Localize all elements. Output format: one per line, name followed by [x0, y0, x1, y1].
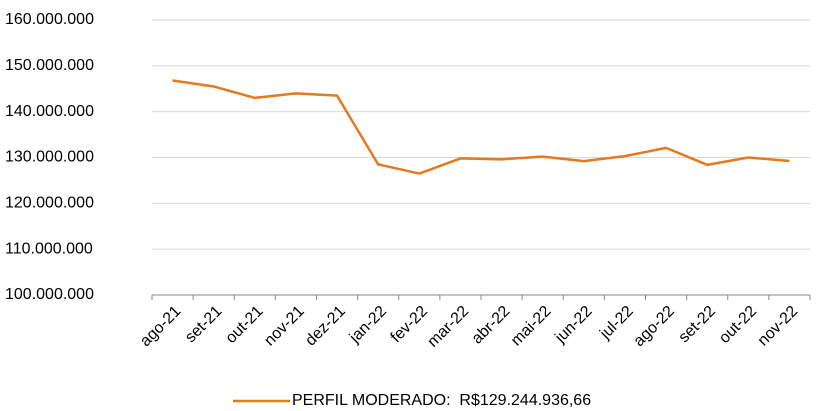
- y-tick-label: 120.000.000: [5, 195, 94, 212]
- y-tick-label: 140.000.000: [5, 103, 94, 120]
- x-tick-label: mai-22: [508, 303, 555, 350]
- y-tick-label: 130.000.000: [5, 149, 94, 166]
- y-tick-label: 150.000.000: [5, 57, 94, 74]
- x-tick-label: nov-22: [755, 303, 802, 350]
- x-tick-label: dez-21: [302, 303, 349, 350]
- x-tick-label: ago-22: [631, 303, 678, 350]
- x-tick-label: out-22: [716, 303, 760, 347]
- line-series: [172, 79, 790, 175]
- x-tick-label: ago-21: [137, 303, 184, 350]
- y-tick-label: 100.000.000: [5, 286, 94, 303]
- x-tick-label: nov-21: [261, 303, 308, 350]
- x-tick-label: mar-22: [424, 303, 472, 351]
- x-tick-label: jan-22: [346, 303, 390, 347]
- x-tick-label: set-21: [182, 303, 226, 347]
- legend-label: PERFIL MODERADO: R$129.244.936,66: [292, 392, 591, 409]
- x-tick-label: abr-22: [469, 303, 514, 348]
- x-tick-label: jun-22: [551, 303, 595, 347]
- y-tick-label: 160.000.000: [5, 11, 94, 28]
- x-tick-label: out-21: [223, 303, 267, 347]
- x-tick-label: set-22: [676, 303, 720, 347]
- y-tick-label: 110.000.000: [5, 240, 93, 257]
